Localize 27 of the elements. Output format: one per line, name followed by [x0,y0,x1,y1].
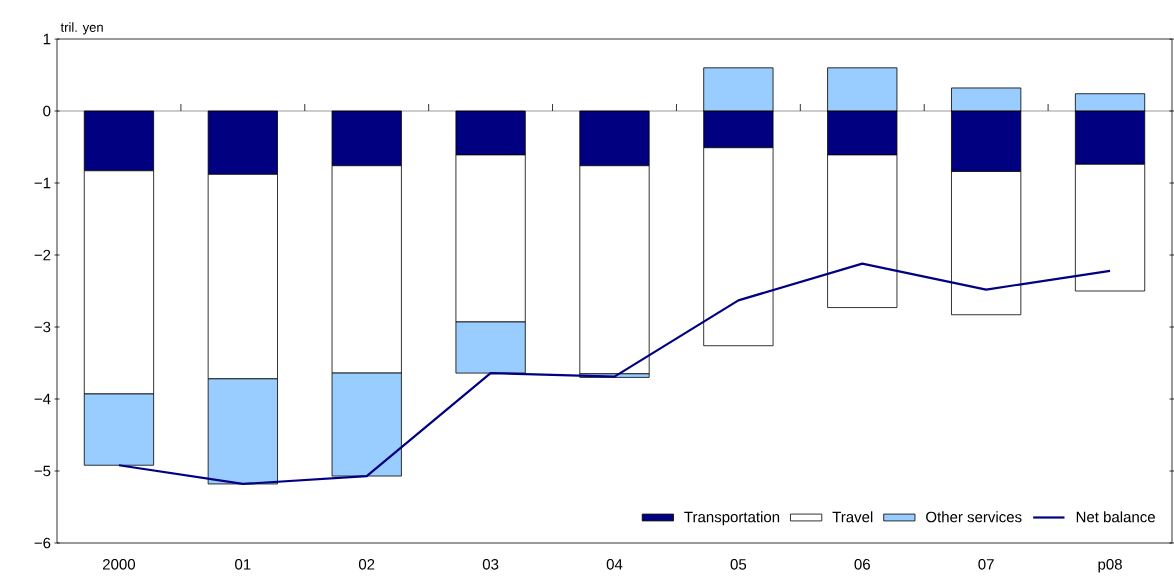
bar [951,87,1022,112]
x-tick-label: 05 [730,559,747,570]
bar [827,67,898,112]
bar [703,67,774,112]
x-tick-label: 2000 [103,559,136,570]
y-tick-label: −1 [34,177,51,189]
line-series [117,262,1112,486]
legend-label: Net balance [1076,511,1155,523]
y-tick-label: 0 [43,105,51,117]
legend-label: Other services [926,511,1022,523]
bar [1074,93,1146,112]
y-tick-label: −4 [34,393,51,405]
y-tick-label: −2 [34,249,51,261]
x-tick-label: 03 [482,559,499,570]
y-tick-label: −3 [34,321,51,333]
y-tick-label: 1 [43,33,51,45]
x-tick-label: 02 [358,559,375,570]
legend-label: Travel [832,511,873,523]
x-tick-label: 04 [606,559,623,570]
y-tick-label: −5 [34,465,51,477]
x-tick-label: 01 [235,559,251,570]
legend-label: Transportation [684,511,780,526]
x-tick-label: 06 [854,559,870,570]
x-tick-label: 07 [978,559,994,570]
y-axis-title: tril. yen [60,22,103,35]
y-tick-label: −6 [34,537,51,549]
x-tick-label: p08 [1098,559,1122,573]
